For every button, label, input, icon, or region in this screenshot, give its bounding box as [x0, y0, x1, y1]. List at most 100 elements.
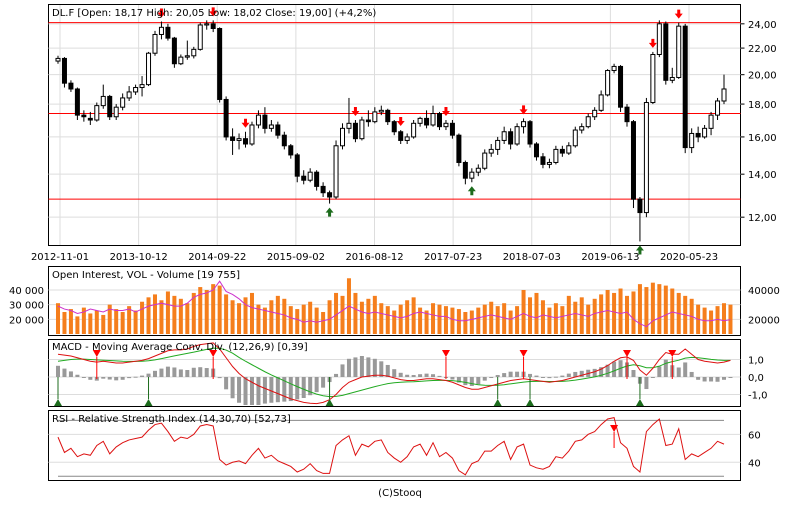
rsi-lines — [57, 416, 725, 476]
volume-bar — [249, 292, 254, 334]
candle-body — [676, 25, 682, 78]
macd-histogram-bar — [489, 377, 494, 378]
volume-bar — [502, 303, 507, 334]
candle-body — [501, 131, 507, 141]
candle-body — [611, 65, 617, 72]
macd-tick-label: -1,0 — [748, 391, 768, 402]
candle-body — [378, 109, 384, 113]
macd-histogram-bar — [715, 377, 720, 382]
rsi-grid — [48, 419, 741, 477]
candle-body — [359, 119, 365, 140]
macd-buy-marker — [526, 399, 535, 406]
candle-body — [391, 121, 397, 133]
macd-histogram-bar — [178, 369, 183, 377]
buy-arrow — [467, 186, 476, 196]
macd-histogram-bar — [334, 373, 339, 377]
candle-body — [533, 143, 539, 158]
volume-bar — [586, 304, 591, 334]
macd-histogram-bar — [62, 368, 67, 377]
volume-bar — [450, 307, 455, 334]
candle-body — [210, 23, 216, 30]
volume-bar — [495, 306, 500, 334]
macd-histogram-bar — [676, 367, 681, 377]
volume-bar — [308, 301, 313, 334]
volume-bar — [508, 310, 513, 334]
volume-bar — [62, 312, 67, 334]
rsi-pane-title: RSI - Relative Strength Index (14,30,70)… — [52, 414, 291, 425]
candle-body — [702, 127, 708, 138]
volume-bar — [243, 297, 248, 334]
candle-body — [197, 24, 203, 50]
candle-body — [559, 148, 565, 154]
candle-body — [430, 113, 436, 126]
macd-histogram-bar — [592, 368, 597, 377]
volume-bar — [618, 288, 623, 334]
volume-left-tick-label: 40 000 — [9, 286, 44, 297]
volume-left-tick-label: 20 000 — [9, 315, 44, 326]
candle-body — [191, 48, 197, 57]
macd-histogram-bar — [456, 377, 461, 383]
volume-bar — [101, 314, 106, 334]
candle-body — [100, 95, 106, 107]
volume-bar — [230, 300, 235, 334]
candle-body — [546, 161, 552, 165]
macd-histogram-bar — [308, 377, 313, 396]
price-signal-arrows — [157, 7, 683, 255]
macd-histogram-bar — [107, 377, 112, 380]
candle-body — [223, 98, 229, 138]
price-tick-label: 14,00 — [748, 170, 777, 181]
macd-histogram-bar — [702, 377, 707, 382]
volume-bar — [663, 285, 668, 334]
candle-body — [281, 134, 287, 147]
macd-histogram-bar — [508, 371, 513, 377]
macd-histogram-bar — [437, 375, 442, 377]
macd-histogram-bar — [599, 367, 604, 377]
macd-histogram-bar — [528, 373, 533, 377]
volume-bar — [127, 306, 132, 334]
sell-arrow — [441, 107, 450, 117]
candle-body — [230, 136, 236, 141]
candle-body — [624, 106, 630, 123]
date-x-axis: 2012-11-01 2013-10-12 2014-09-22 2015-09-02… — [31, 252, 718, 263]
macd-histogram-bar — [237, 377, 242, 403]
sell-arrow — [241, 118, 250, 128]
volume-left-tick-label: 30 000 — [9, 301, 44, 312]
candle-body — [255, 114, 261, 126]
macd-sell-marker — [441, 350, 450, 357]
open-interest-line — [57, 280, 731, 328]
candle-body — [217, 28, 223, 100]
candle-body — [204, 23, 210, 26]
candle-body — [113, 106, 119, 118]
macd-histogram-bar — [405, 374, 410, 377]
volume-pane: 20 000 30 000 40 000 20000 40000 Open Intere… — [9, 266, 780, 336]
volume-bar — [321, 312, 326, 334]
volume-bar — [204, 290, 209, 334]
rsi-tick-label: 60 — [748, 430, 761, 441]
sell-arrow — [674, 9, 683, 19]
credit-text: (C)Stooq — [378, 488, 422, 499]
macd-pane: -1,0 0,0 1,0 MACD - Moving Average Conv. D… — [48, 339, 768, 407]
buy-arrow — [325, 207, 334, 217]
volume-bar — [366, 298, 371, 334]
date-tick-label: 2012-11-01 — [31, 252, 89, 263]
sell-arrow — [351, 107, 360, 117]
candle-body — [249, 124, 255, 145]
macd-histogram-bar — [165, 366, 170, 377]
volume-bar — [728, 304, 733, 334]
candle-body — [715, 100, 721, 116]
volume-bar — [314, 307, 319, 334]
volume-bar — [405, 300, 410, 334]
macd-histogram-bar — [450, 377, 455, 380]
macd-histogram-bar — [385, 364, 390, 377]
volume-bar — [353, 292, 358, 334]
volume-bar — [262, 307, 267, 334]
volume-bar — [631, 291, 636, 334]
macd-histogram-bar — [579, 370, 584, 377]
volume-bar — [165, 291, 170, 334]
volume-bar — [431, 303, 436, 334]
candle-body — [74, 88, 80, 116]
candle-body — [669, 76, 675, 81]
date-tick-label: 2017-07-23 — [424, 252, 482, 263]
macd-histogram-bar — [424, 373, 429, 377]
candle-body — [682, 25, 688, 149]
